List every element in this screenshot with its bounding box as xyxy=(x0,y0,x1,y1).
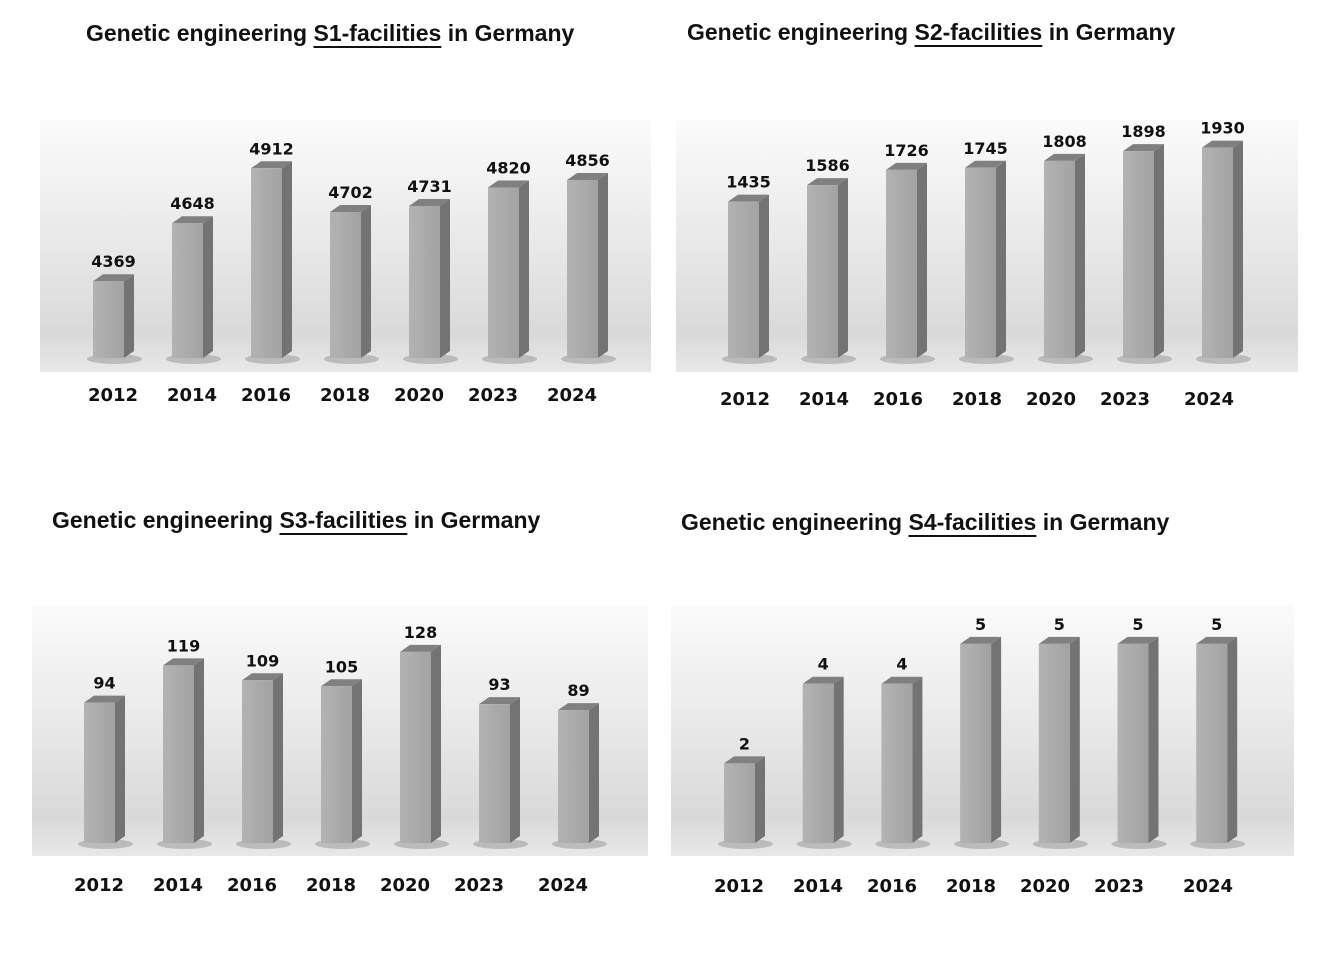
bar-2016 xyxy=(875,676,931,849)
x-tick-label-2014: 2014 xyxy=(167,385,217,406)
data-label-2012: 4369 xyxy=(91,252,136,271)
data-label-2023: 1898 xyxy=(1121,122,1166,141)
data-label-2012: 1435 xyxy=(726,173,771,192)
data-label-2018: 4702 xyxy=(328,183,373,202)
data-label-2024: 89 xyxy=(567,681,589,700)
title-highlight-s3: S3-facilities xyxy=(279,507,408,533)
x-tick-label-2016: 2016 xyxy=(873,389,923,410)
x-tick-label-2018: 2018 xyxy=(952,389,1002,410)
bar-2020 xyxy=(394,644,449,849)
x-tick-label-2020: 2020 xyxy=(380,875,430,896)
x-tick-label-2023: 2023 xyxy=(1100,389,1150,410)
bar-2023 xyxy=(1111,636,1167,849)
data-label-2023: 4820 xyxy=(486,158,531,177)
data-label-2024: 1930 xyxy=(1200,119,1245,138)
data-label-2014: 119 xyxy=(167,636,200,655)
bar-2023 xyxy=(482,180,537,364)
x-tick-label-2012: 2012 xyxy=(720,389,770,410)
bar-2012 xyxy=(78,695,133,849)
bar-2024 xyxy=(561,172,616,364)
data-label-2012: 2 xyxy=(739,734,750,753)
bar-2024 xyxy=(552,703,607,849)
bar-2018 xyxy=(954,636,1010,849)
x-tick-label-2023: 2023 xyxy=(1094,876,1144,897)
data-label-2016: 109 xyxy=(246,651,279,670)
x-tick-label-2020: 2020 xyxy=(394,385,444,406)
x-tick-label-2014: 2014 xyxy=(153,875,203,896)
data-label-2018: 1745 xyxy=(963,139,1008,158)
bar-2024 xyxy=(1196,140,1251,364)
data-label-2023: 5 xyxy=(1132,615,1143,634)
x-tick-label-2014: 2014 xyxy=(799,389,849,410)
data-label-2016: 4 xyxy=(896,655,907,674)
bar-2014 xyxy=(157,658,212,849)
title-highlight-s4: S4-facilities xyxy=(908,509,1037,535)
bar-2016 xyxy=(236,673,291,849)
bar-2012 xyxy=(87,274,142,364)
title-highlight-s2: S2-facilities xyxy=(914,19,1043,45)
x-tick-label-2024: 2024 xyxy=(547,385,597,406)
data-label-2023: 93 xyxy=(488,675,510,694)
x-tick-label-2012: 2012 xyxy=(714,876,764,897)
x-tick-label-2018: 2018 xyxy=(946,876,996,897)
data-label-2018: 5 xyxy=(975,615,986,634)
bar-2018 xyxy=(315,679,370,849)
x-tick-label-2016: 2016 xyxy=(867,876,917,897)
x-tick-label-2016: 2016 xyxy=(241,385,291,406)
data-label-2020: 1808 xyxy=(1042,132,1087,151)
x-tick-label-2020: 2020 xyxy=(1026,389,1076,410)
bar-2012 xyxy=(718,756,773,849)
data-label-2016: 1726 xyxy=(884,141,929,160)
x-tick-label-2018: 2018 xyxy=(320,385,370,406)
x-tick-label-2016: 2016 xyxy=(227,875,277,896)
data-label-2018: 105 xyxy=(325,657,358,676)
chart-title-s3: Genetic engineering S3-facilities in Ger… xyxy=(52,507,541,533)
bar-2023 xyxy=(473,697,528,849)
bar-2020 xyxy=(1032,636,1088,849)
data-label-2020: 5 xyxy=(1054,615,1065,634)
title-highlight-s1: S1-facilities xyxy=(313,20,442,46)
chart-title-s2: Genetic engineering S2-facilities in Ger… xyxy=(687,19,1176,45)
x-tick-label-2023: 2023 xyxy=(454,875,504,896)
x-tick-label-2014: 2014 xyxy=(793,876,843,897)
chart-title-s1: Genetic engineering S1-facilities in Ger… xyxy=(86,20,575,46)
bar-2014 xyxy=(166,216,221,364)
x-tick-label-2012: 2012 xyxy=(88,385,138,406)
x-tick-label-2020: 2020 xyxy=(1020,876,1070,897)
x-tick-label-2023: 2023 xyxy=(468,385,518,406)
bar-2018 xyxy=(959,160,1014,364)
data-label-2014: 4648 xyxy=(170,194,215,213)
data-label-2014: 4 xyxy=(818,655,829,674)
x-tick-label-2024: 2024 xyxy=(1184,389,1234,410)
bar-2018 xyxy=(324,204,379,364)
bar-2020 xyxy=(403,198,458,364)
bar-2020 xyxy=(1038,153,1093,364)
x-tick-label-2024: 2024 xyxy=(1183,876,1233,897)
bar-2016 xyxy=(245,161,300,364)
bar-2014 xyxy=(801,178,856,364)
bar-2023 xyxy=(1117,144,1172,364)
x-tick-label-2024: 2024 xyxy=(538,875,588,896)
data-label-2016: 4912 xyxy=(249,139,294,158)
data-label-2024: 5 xyxy=(1211,615,1222,634)
bar-2014 xyxy=(796,676,852,849)
data-label-2020: 128 xyxy=(404,623,437,642)
x-tick-label-2018: 2018 xyxy=(306,875,356,896)
data-label-2024: 4856 xyxy=(565,151,610,170)
bar-2024 xyxy=(1190,636,1246,849)
x-tick-label-2012: 2012 xyxy=(74,875,124,896)
data-label-2014: 1586 xyxy=(805,156,850,175)
data-label-2012: 94 xyxy=(93,674,115,693)
data-label-2020: 4731 xyxy=(407,177,452,196)
bar-2012 xyxy=(722,194,777,364)
bar-2016 xyxy=(880,162,935,364)
chart-title-s4: Genetic engineering S4-facilities in Ger… xyxy=(681,509,1170,535)
